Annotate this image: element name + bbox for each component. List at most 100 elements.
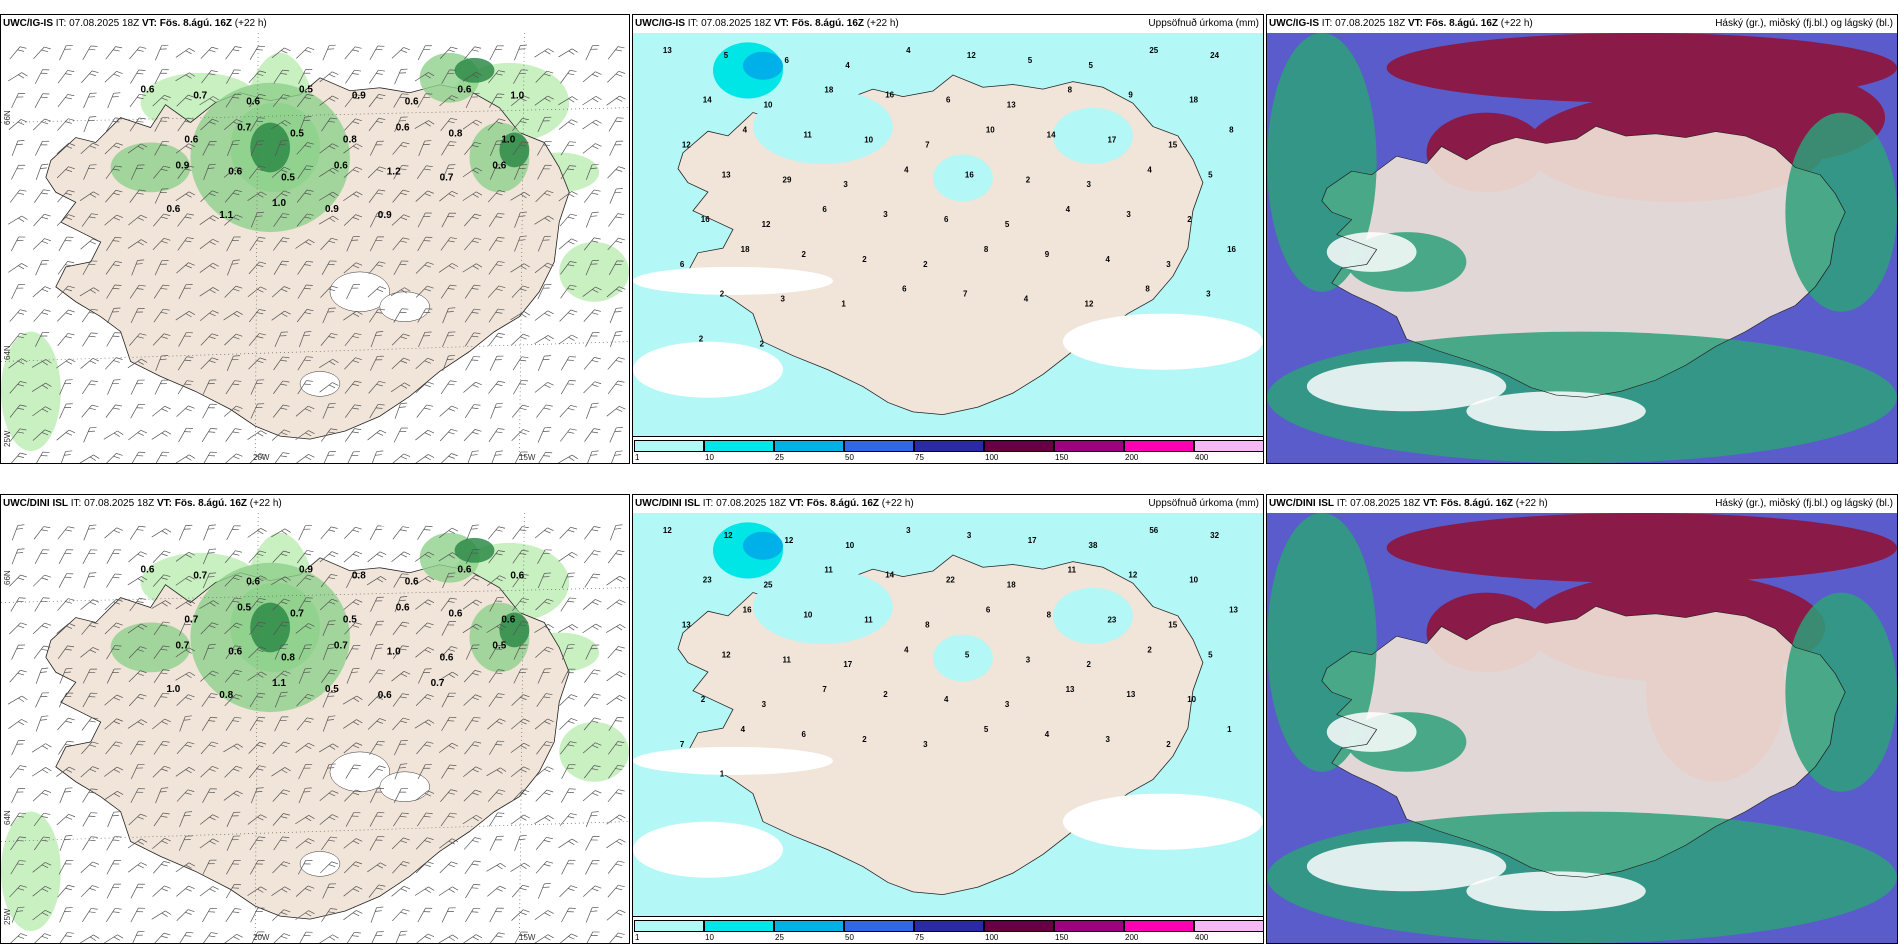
wind-barb	[178, 332, 193, 347]
wind-barb	[585, 163, 599, 180]
precip-value-label: 10	[1187, 695, 1196, 704]
wind-barb	[511, 404, 530, 418]
wind-barb	[130, 788, 145, 803]
wind-barb	[394, 402, 408, 419]
wind-barb	[81, 380, 98, 395]
wind-value-label: 0.6	[246, 97, 260, 108]
cloud-low-area	[1267, 513, 1377, 772]
precip-value-label: 13	[1126, 690, 1135, 699]
wind-barb	[82, 549, 98, 564]
wind-barb	[295, 814, 315, 825]
colorbar-tick: 25	[775, 453, 784, 462]
wind-barb	[295, 239, 315, 249]
wind-barb	[296, 693, 314, 707]
colorbar-tick: 200	[1125, 453, 1139, 462]
wind-barb	[175, 191, 196, 201]
wind-barb	[390, 287, 411, 297]
wind-barb	[201, 70, 218, 84]
wind-barb	[176, 885, 195, 897]
wind-barb	[296, 213, 314, 227]
wind-barb	[465, 549, 480, 565]
precip-value-label: 3	[967, 531, 972, 540]
wind-barb	[273, 69, 290, 84]
precip-value-label: 13	[663, 46, 672, 55]
wind-barb	[415, 551, 435, 562]
wind-area-light	[1, 331, 61, 452]
precip-value-label: 11	[783, 655, 792, 664]
wind-barb	[440, 237, 457, 251]
wind-value-label: 0.6	[510, 571, 524, 582]
wind-barb	[391, 837, 410, 850]
wind-barb	[343, 742, 363, 754]
wind-barb	[512, 597, 529, 612]
wind-barb	[535, 789, 554, 802]
wind-barb	[439, 453, 458, 463]
wind-barb	[320, 428, 338, 442]
wind-barb	[441, 621, 456, 636]
precip-value-label: 2	[883, 690, 888, 699]
wind-barb	[490, 140, 504, 156]
wind-barb	[106, 332, 122, 347]
wind-barb	[608, 260, 624, 276]
wind-barb	[79, 287, 100, 297]
wind-barb	[534, 815, 554, 825]
wind-barb	[82, 908, 98, 922]
wind-barb	[105, 741, 123, 755]
wind-barb	[203, 163, 216, 180]
wind-barb	[58, 740, 74, 755]
wind-barb	[152, 94, 171, 107]
wind-barb	[153, 284, 170, 299]
wind-barb	[346, 284, 360, 300]
wind-barb	[511, 333, 530, 346]
wind-barb	[11, 164, 26, 180]
wind-barb	[370, 140, 384, 156]
wind-barb	[558, 624, 578, 633]
wind-barb	[199, 838, 219, 849]
wind-barb	[11, 140, 25, 157]
wind-barb	[9, 622, 28, 635]
lon-label-15w: 15W	[519, 933, 536, 942]
wind-barb	[248, 261, 267, 275]
wind-barb	[226, 835, 241, 851]
wind-barb	[272, 933, 291, 943]
init-time: IT: 07.08.2025 18Z	[687, 18, 772, 29]
wind-barb	[582, 286, 602, 297]
wind-barb	[511, 694, 530, 706]
wind-barb	[344, 46, 362, 60]
wind-barb	[585, 450, 599, 463]
wind-barb	[247, 191, 267, 201]
precip-value-label: 6	[902, 285, 907, 294]
wind-barb	[441, 141, 457, 156]
wind-barb	[513, 644, 528, 660]
wind-barb	[367, 862, 387, 873]
wind-value-label: 0.5	[281, 172, 295, 183]
grid-line	[519, 513, 525, 943]
wind-barb	[249, 165, 266, 179]
wind-barb	[606, 838, 626, 849]
wind-barb	[199, 310, 219, 322]
wind-barb	[367, 429, 387, 441]
wind-barb	[247, 430, 267, 440]
wind-barb	[462, 623, 483, 634]
wind-barb	[31, 382, 52, 392]
precip-value-label: 4	[1024, 295, 1029, 304]
precip-value-label: 14	[1047, 130, 1056, 139]
wind-barb	[106, 573, 122, 588]
wind-barb	[271, 286, 291, 298]
wind-barb	[585, 644, 600, 660]
wind-barb	[536, 693, 553, 707]
lat-label-66n: 66N	[3, 570, 12, 585]
wind-barb	[512, 526, 529, 540]
wind-barb	[535, 598, 554, 611]
wind-barb	[104, 622, 123, 635]
wind-barb	[151, 910, 172, 920]
wind-barb	[370, 931, 384, 943]
wind-barb	[130, 69, 146, 84]
wind-barb	[273, 260, 289, 275]
precip-value-label: 12	[967, 51, 976, 60]
wind-value-label: 0.7	[193, 571, 207, 582]
wind-barb	[295, 885, 315, 897]
wind-barb	[560, 788, 576, 803]
wind-barb	[224, 550, 242, 564]
colorbar-tick: 1	[635, 933, 640, 942]
